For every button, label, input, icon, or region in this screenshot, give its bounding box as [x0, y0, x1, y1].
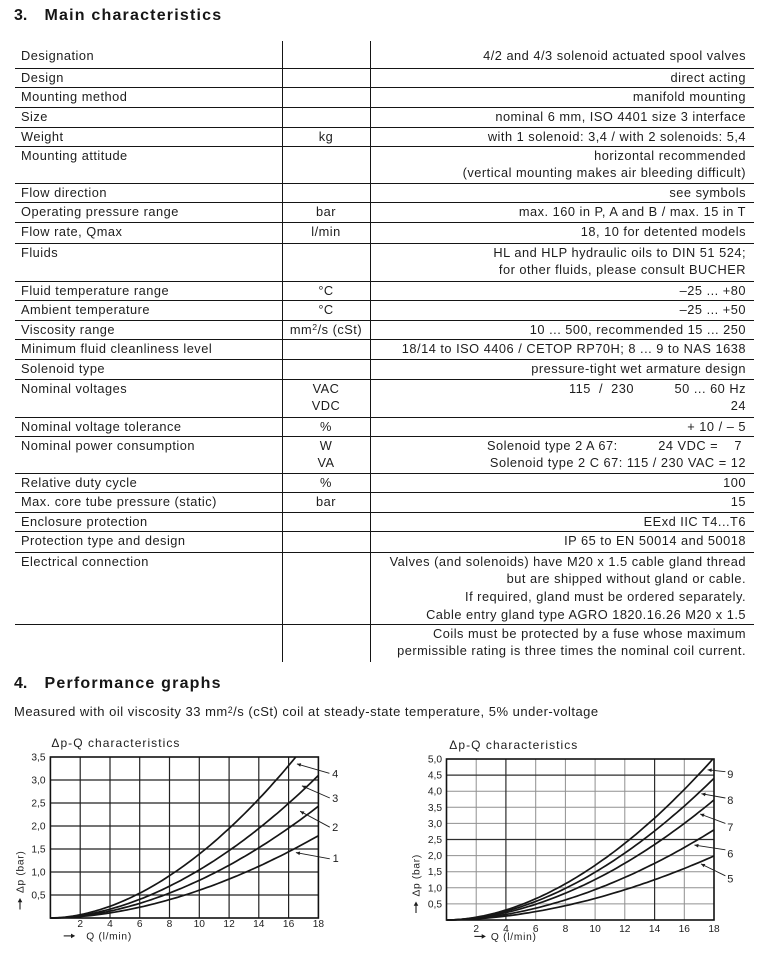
svg-text:4: 4 [503, 924, 509, 935]
svg-text:4: 4 [332, 769, 338, 781]
svg-text:1,5: 1,5 [428, 867, 442, 878]
svg-text:5: 5 [727, 874, 733, 886]
svg-text:Q (l/min): Q (l/min) [86, 932, 132, 943]
svg-text:8: 8 [167, 919, 173, 930]
svg-text:2,5: 2,5 [428, 835, 442, 846]
svg-text:18: 18 [708, 924, 720, 935]
svg-text:8: 8 [563, 924, 569, 935]
svg-text:2: 2 [77, 919, 83, 930]
svg-text:18: 18 [313, 919, 325, 930]
svg-text:3,0: 3,0 [31, 776, 45, 787]
svg-text:6: 6 [727, 849, 733, 861]
svg-text:6: 6 [533, 924, 539, 935]
svg-text:4,5: 4,5 [428, 771, 442, 782]
svg-text:7: 7 [727, 822, 733, 834]
svg-text:1,0: 1,0 [428, 883, 442, 894]
svg-text:1: 1 [333, 853, 339, 865]
svg-text:Q (l/min): Q (l/min) [491, 932, 537, 943]
svg-text:2,0: 2,0 [31, 822, 45, 833]
svg-text:16: 16 [679, 924, 691, 935]
svg-text:4: 4 [107, 919, 113, 930]
svg-text:10: 10 [194, 919, 206, 930]
svg-text:Δp (bar): Δp (bar) [16, 851, 27, 893]
svg-text:Δp-Q characteristics: Δp-Q characteristics [51, 736, 180, 750]
svg-text:0,5: 0,5 [428, 899, 442, 910]
svg-text:1,0: 1,0 [31, 868, 45, 879]
svg-text:1,5: 1,5 [31, 845, 45, 856]
svg-text:0,5: 0,5 [31, 891, 45, 902]
svg-text:9: 9 [727, 769, 733, 781]
svg-text:2,0: 2,0 [428, 851, 442, 862]
svg-text:14: 14 [649, 924, 661, 935]
svg-text:2,5: 2,5 [31, 799, 45, 810]
svg-text:Δp (bar): Δp (bar) [412, 854, 423, 896]
svg-text:5,0: 5,0 [428, 755, 442, 766]
svg-text:3,5: 3,5 [428, 803, 442, 814]
svg-text:16: 16 [283, 919, 295, 930]
svg-text:14: 14 [253, 919, 265, 930]
svg-text:6: 6 [137, 919, 143, 930]
svg-text:12: 12 [619, 924, 631, 935]
svg-text:12: 12 [223, 919, 235, 930]
svg-text:Δp-Q characteristics: Δp-Q characteristics [449, 738, 578, 752]
svg-text:3,0: 3,0 [428, 819, 442, 830]
svg-text:2: 2 [332, 822, 338, 834]
svg-text:4,0: 4,0 [428, 787, 442, 798]
svg-text:8: 8 [727, 795, 733, 807]
svg-text:10: 10 [589, 924, 601, 935]
svg-text:3: 3 [332, 793, 338, 805]
svg-text:3,5: 3,5 [31, 753, 45, 764]
svg-text:2: 2 [473, 924, 479, 935]
